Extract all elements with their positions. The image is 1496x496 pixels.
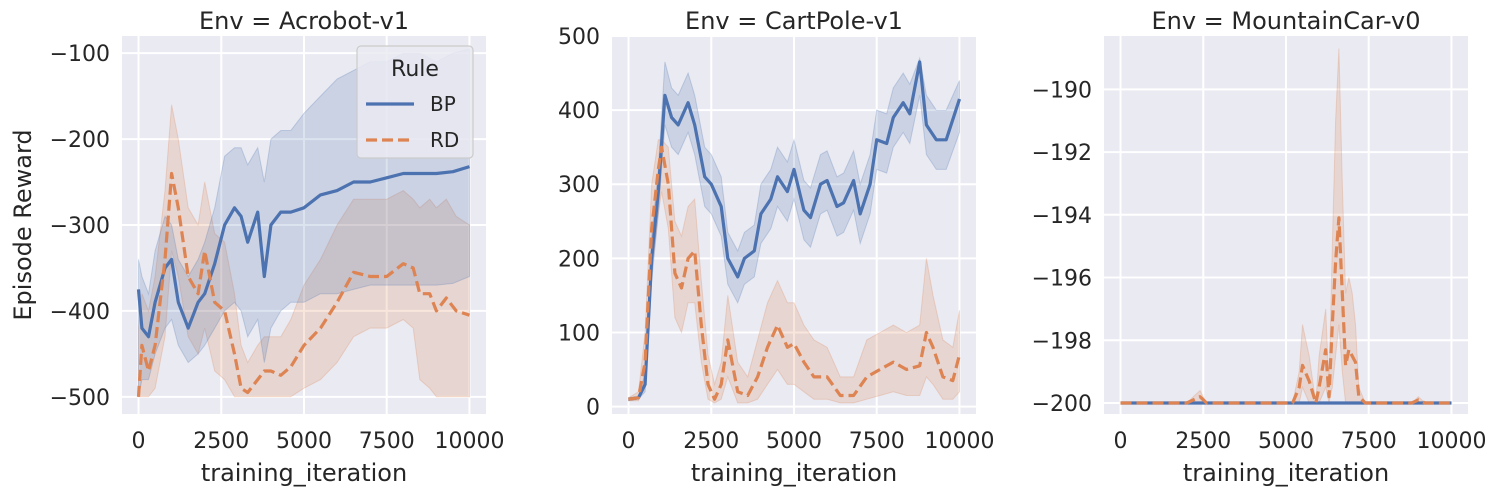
panel-title-cartpole: Env = CartPole-v1 <box>685 7 903 35</box>
x-axis-label-cartpole: training_iteration <box>691 459 897 487</box>
x-tick-label: 2500 <box>193 429 249 454</box>
series-line-rd <box>1120 216 1452 405</box>
tick-labels-mountaincar: 0 2500 5000 7500 10000 −190 −192 −194 −196 −198 −2… <box>1032 78 1487 454</box>
y-tick-label: −196 <box>1032 267 1092 292</box>
panel-mountaincar: 0 2500 5000 7500 10000 −190 −192 −194 −196 −198 −2… <box>1032 7 1487 487</box>
confidence-band-rd <box>628 139 960 404</box>
series-lines-cartpole <box>628 60 962 401</box>
y-tick-label: −400 <box>50 300 110 325</box>
legend-label-bp: BP <box>430 92 456 116</box>
confidence-band-rd <box>138 104 470 398</box>
x-tick-label: 0 <box>622 429 636 454</box>
x-tick-label: 7500 <box>1341 429 1397 454</box>
y-tick-label: −192 <box>1032 141 1092 166</box>
x-tick-label: 2500 <box>1175 429 1231 454</box>
series-line-bp <box>136 165 470 339</box>
series-line-rd <box>628 145 962 401</box>
tick-labels-cartpole: 0 2500 5000 7500 10000 0 100 200 300 400 500 <box>558 25 994 454</box>
y-tick-label: 100 <box>558 321 600 346</box>
series-line-bp <box>628 60 962 401</box>
panel-title-acrobot: Env = Acrobot-v1 <box>199 7 409 35</box>
y-tick-label: −500 <box>50 386 110 411</box>
y-tick-label: −300 <box>50 214 110 239</box>
legend-label-rd: RD <box>430 128 459 152</box>
panel-title-mountaincar: Env = MountainCar-v0 <box>1151 7 1420 35</box>
x-tick-label: 7500 <box>849 429 905 454</box>
x-tick-label: 5000 <box>766 429 822 454</box>
series-line-rd <box>136 171 470 397</box>
y-axis-label: Episode Reward <box>9 129 37 320</box>
y-tick-label: −200 <box>1032 392 1092 417</box>
x-tick-label: 0 <box>132 429 146 454</box>
y-tick-label: 0 <box>586 396 600 421</box>
panel-cartpole: 0 2500 5000 7500 10000 0 100 200 300 400 500 Env =… <box>558 7 994 487</box>
x-tick-label: 10000 <box>1416 429 1486 454</box>
y-tick-label: 400 <box>558 99 600 124</box>
y-tick-label: 500 <box>558 25 600 50</box>
y-tick-label: −200 <box>50 128 110 153</box>
x-tick-label: 5000 <box>1258 429 1314 454</box>
legend: Rule BP RD <box>356 45 474 159</box>
legend-title: Rule <box>391 57 439 82</box>
legend-box <box>356 45 474 159</box>
series-lines-acrobot <box>136 165 470 397</box>
y-tick-label: −198 <box>1032 329 1092 354</box>
x-axis-label-mountaincar: training_iteration <box>1183 459 1389 487</box>
series-lines-mountaincar <box>1120 216 1452 405</box>
y-tick-label: 200 <box>558 247 600 272</box>
y-tick-label: −190 <box>1032 78 1092 103</box>
y-tick-label: −194 <box>1032 204 1092 229</box>
y-tick-label: −100 <box>50 42 110 67</box>
x-tick-label: 10000 <box>924 429 994 454</box>
tick-labels-acrobot: 0 2500 5000 7500 10000 −100 −200 −300 −400 −500 <box>50 42 505 454</box>
x-tick-label: 7500 <box>359 429 415 454</box>
x-axis-label-acrobot: training_iteration <box>201 459 407 487</box>
x-tick-label: 5000 <box>276 429 332 454</box>
x-tick-label: 0 <box>1114 429 1128 454</box>
x-tick-label: 2500 <box>683 429 739 454</box>
x-tick-label: 10000 <box>434 429 504 454</box>
y-tick-label: 300 <box>558 173 600 198</box>
